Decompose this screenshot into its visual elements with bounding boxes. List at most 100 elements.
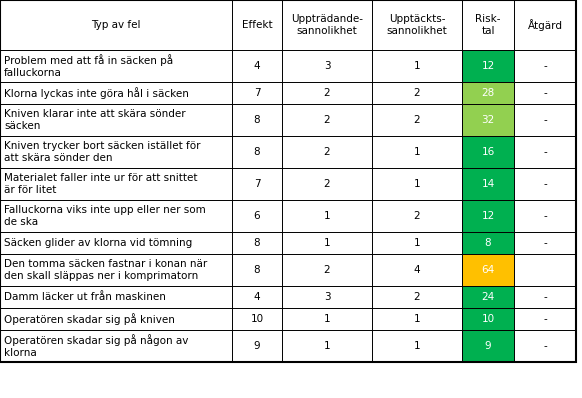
Bar [232,50,282,82]
Bar [232,286,282,308]
Bar [282,232,372,254]
Text: 7: 7 [254,88,260,98]
Text: Operatören skadar sig på någon av
klorna: Operatören skadar sig på någon av klorna [4,334,189,358]
Text: Den tomma säcken fastnar i konan när
den skall släppas ner i komprimatorn: Den tomma säcken fastnar i konan när den… [4,259,207,281]
Bar [282,136,372,168]
Bar [232,82,282,104]
Bar [282,50,372,82]
Bar [282,50,372,82]
Bar [282,232,372,254]
Bar [232,0,282,50]
Text: Upptäckts-
sannolikhet: Upptäckts- sannolikhet [386,14,448,36]
Bar [372,308,462,330]
Bar [462,50,514,82]
Bar [0,232,232,254]
Bar [462,286,514,308]
Bar [514,308,576,330]
Bar [462,50,514,82]
Bar [232,200,282,232]
Bar [462,82,514,104]
Text: 7: 7 [254,179,260,189]
Bar [462,232,514,254]
Bar [462,104,514,136]
Bar [372,254,462,286]
Bar [232,254,282,286]
Text: 8: 8 [485,238,491,248]
Bar [0,308,232,330]
Text: Säcken glider av klorna vid tömning: Säcken glider av klorna vid tömning [4,238,192,248]
Bar [514,286,576,308]
Bar [514,82,576,104]
Bar [232,104,282,136]
Bar [0,232,232,254]
Text: 2: 2 [324,147,331,157]
Bar [0,254,232,286]
Bar [232,168,282,200]
Text: -: - [543,61,547,71]
Text: Problem med att få in säcken på
falluckorna: Problem med att få in säcken på fallucko… [4,54,173,78]
Bar [0,200,232,232]
Text: 2: 2 [324,88,331,98]
Text: 1: 1 [414,314,420,324]
Bar [0,286,232,308]
Text: 2: 2 [324,115,331,125]
Bar [372,330,462,362]
Bar [372,82,462,104]
Bar [232,82,282,104]
Text: -: - [543,238,547,248]
Bar [0,200,232,232]
Bar [372,286,462,308]
Bar [232,136,282,168]
Bar [372,50,462,82]
Text: 24: 24 [481,292,495,302]
Text: 2: 2 [324,179,331,189]
Text: 8: 8 [254,265,260,275]
Text: 2: 2 [324,265,331,275]
Text: 1: 1 [324,211,331,221]
Bar [514,168,576,200]
Bar [372,168,462,200]
Bar [372,200,462,232]
Text: 12: 12 [481,61,495,71]
Text: 1: 1 [414,238,420,248]
Bar [232,104,282,136]
Text: 1: 1 [414,61,420,71]
Text: -: - [543,341,547,351]
Bar [514,136,576,168]
Bar [462,200,514,232]
Bar [462,136,514,168]
Bar [462,136,514,168]
Bar [462,168,514,200]
Bar [514,308,576,330]
Text: 1: 1 [414,179,420,189]
Bar [462,200,514,232]
Bar [232,330,282,362]
Bar [282,0,372,50]
Text: -: - [543,292,547,302]
Bar [282,0,372,50]
Text: 8: 8 [254,238,260,248]
Bar [514,104,576,136]
Bar [0,168,232,200]
Text: 64: 64 [481,265,495,275]
Bar [232,232,282,254]
Bar [462,330,514,362]
Bar [282,104,372,136]
Text: 1: 1 [324,341,331,351]
Bar [0,82,232,104]
Bar [232,254,282,286]
Bar [232,308,282,330]
Text: 2: 2 [414,292,420,302]
Text: Damm läcker ut från maskinen: Damm läcker ut från maskinen [4,292,166,302]
Text: -: - [543,147,547,157]
Bar [0,50,232,82]
Text: 4: 4 [414,265,420,275]
Bar [0,50,232,82]
Text: 1: 1 [324,238,331,248]
Bar [282,254,372,286]
Bar [462,0,514,50]
Bar [462,104,514,136]
Bar [232,136,282,168]
Text: Typ av fel: Typ av fel [91,20,141,30]
Bar [282,136,372,168]
